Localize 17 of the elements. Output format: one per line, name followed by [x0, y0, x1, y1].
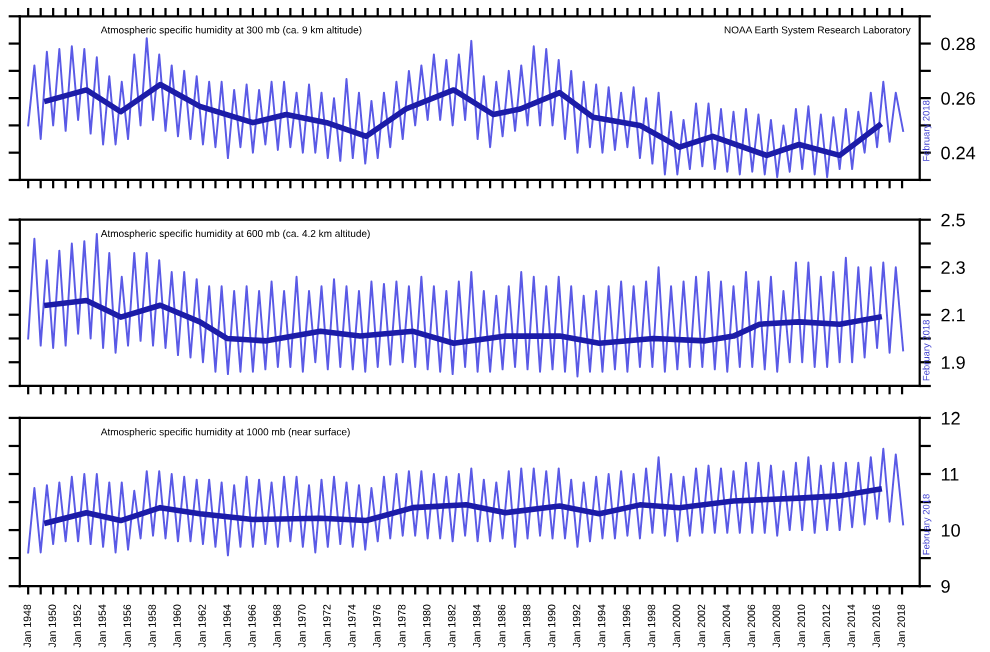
y-tick-label: 12 [941, 411, 960, 425]
line-series [27, 447, 905, 557]
line-series [44, 81, 882, 159]
y-tick-label: 0.26 [941, 92, 975, 105]
line-series [44, 297, 882, 347]
y-tick-label: 2.5 [941, 213, 965, 227]
y-tick-label: 0.28 [941, 37, 975, 51]
y-tick-label: 0.24 [941, 146, 976, 160]
y-tick-label: 10 [941, 524, 960, 537]
y-tick-label: 1.9 [941, 356, 965, 369]
line-series [27, 37, 905, 179]
y-tick-label: 11 [941, 468, 959, 481]
y-tick-label: 2.1 [941, 308, 965, 322]
y-tick-label: 2.3 [941, 261, 965, 274]
line-series [27, 233, 905, 378]
y-tick-label: 9 [941, 580, 950, 593]
line-series [44, 486, 882, 526]
